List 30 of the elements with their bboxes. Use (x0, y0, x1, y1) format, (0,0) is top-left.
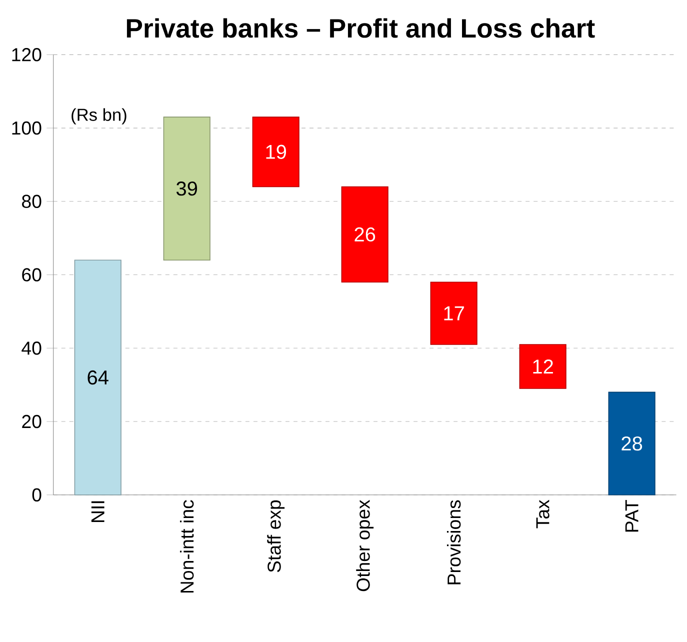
y-tick-label: 80 (22, 194, 42, 208)
y-tick-label: 60 (22, 268, 42, 282)
data-label: 39 (176, 182, 198, 196)
bar (74, 260, 122, 496)
y-tick-label: 120 (12, 48, 42, 62)
chart-title: Private banks – Profit and Loss chart (126, 18, 595, 38)
bar (341, 186, 388, 283)
x-tick-label: Non-intt inc (180, 500, 194, 593)
y-tick-label: 40 (22, 342, 42, 355)
y-tick-label: 100 (12, 122, 42, 135)
bar (252, 116, 300, 188)
bar (608, 392, 656, 496)
annotation: (Rs bn) (72, 108, 126, 125)
data-label: 12 (533, 360, 553, 374)
bar (430, 282, 478, 346)
x-tick-label: Tax (536, 500, 550, 528)
x-tick-label: Provisions (446, 500, 461, 584)
data-label: 19 (266, 144, 286, 160)
bar (519, 344, 566, 390)
y-tick-label: 20 (22, 415, 42, 428)
data-label: 26 (354, 228, 376, 242)
y-tick-label: 0 (32, 488, 42, 502)
x-tick-label: NII (91, 502, 104, 522)
data-label: 28 (622, 436, 642, 451)
x-tick-label: PAT (625, 500, 638, 532)
bar (163, 116, 210, 261)
data-label: 17 (444, 306, 464, 320)
data-label: 64 (88, 370, 108, 385)
x-tick-label: Staff exp (267, 500, 285, 572)
x-tick-label: Other opex (356, 500, 374, 592)
